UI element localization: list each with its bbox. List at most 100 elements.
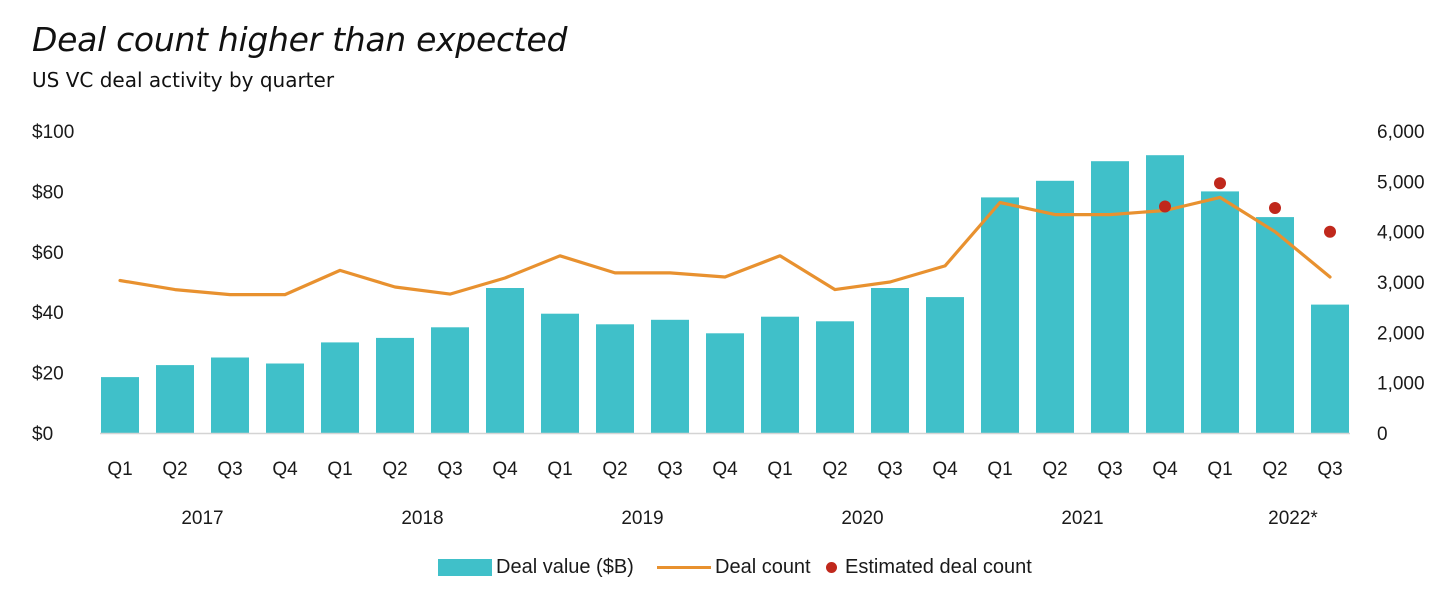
left-axis-tick-label: $40 (32, 303, 64, 324)
deal-count-point (833, 288, 837, 291)
quarter-tick-label: Q3 (1317, 459, 1342, 480)
right-axis: 0 1,000 2,000 3,000 4,000 5,000 6,000 (1377, 122, 1425, 445)
quarter-tick-label: Q1 (547, 459, 572, 480)
deal-count-point (1053, 213, 1057, 216)
bar (376, 337, 414, 433)
chart-subtitle: US VC deal activity by quarter (32, 68, 335, 92)
deal-count-point (668, 271, 672, 275)
bar (871, 288, 909, 433)
legend: Deal value ($B) Deal count Estimated dea… (0, 552, 1456, 582)
bar (1036, 180, 1074, 433)
deal-count-point (1273, 230, 1277, 233)
deal-count-point (723, 275, 727, 279)
quarter-tick-label: Q2 (1262, 459, 1287, 480)
year-label: 2022* (1268, 508, 1318, 529)
year-labels: 2017 2018 2019 2020 2021 2022* (181, 508, 1318, 529)
legend-item-deal-count: Deal count (657, 552, 811, 582)
chart-area: $0 $20 $40 $60 $80 $100 0 1,000 2,000 3,000 4,000… (32, 122, 1425, 529)
deal-count-point (118, 279, 122, 282)
bar (1201, 191, 1239, 433)
year-label: 2018 (401, 508, 443, 529)
quarter-tick-label: Q4 (712, 459, 738, 480)
bar (1091, 161, 1129, 433)
estimated-deal-count-dot (1324, 225, 1336, 238)
bar (596, 324, 634, 433)
deal-count-point (778, 254, 782, 257)
legend-dot-swatch (826, 561, 837, 573)
quarter-tick-label: Q2 (162, 459, 187, 480)
right-axis-tick-label: 6,000 (1377, 122, 1425, 143)
quarter-tick-label: Q3 (657, 459, 682, 480)
quarter-tick-label: Q2 (382, 459, 407, 480)
chart-title: Deal count higher than expected (32, 20, 568, 59)
left-axis-tick-label: $100 (32, 122, 74, 143)
bar (431, 327, 469, 433)
deal-count-point (1218, 196, 1222, 199)
deal-count-point (283, 293, 287, 296)
left-axis-tick-label: $60 (32, 243, 64, 264)
quarter-tick-label: Q1 (107, 459, 132, 480)
deal-count-point (228, 293, 232, 296)
right-axis-tick-label: 0 (1377, 424, 1388, 445)
bar (651, 319, 689, 434)
deal-count-point (1108, 213, 1112, 216)
bar (706, 333, 744, 433)
quarter-tick-label: Q1 (327, 459, 352, 480)
quarter-tick-label: Q4 (932, 459, 958, 480)
quarter-tick-label: Q4 (1152, 459, 1178, 480)
bar (981, 197, 1019, 433)
year-label: 2020 (841, 508, 883, 529)
deal-count-point (338, 269, 342, 272)
bar (321, 342, 359, 433)
quarter-tick-label: Q3 (877, 459, 902, 480)
bar (1146, 155, 1184, 433)
right-axis-tick-label: 1,000 (1377, 374, 1425, 395)
deal-count-point (1328, 275, 1332, 279)
estimated-deal-count-dot (1214, 177, 1226, 190)
right-axis-tick-label: 5,000 (1377, 172, 1425, 193)
bar (101, 377, 139, 433)
quarter-tick-label: Q3 (217, 459, 242, 480)
deal-count-point (998, 201, 1002, 204)
quarter-tick-label: Q1 (767, 459, 792, 480)
deal-count-point (613, 271, 617, 275)
bar (211, 357, 249, 433)
bar (926, 297, 964, 433)
quarter-tick-label: Q2 (602, 459, 627, 480)
x-axis-ticks: Q1 Q2 Q3 Q4 Q1 Q2 Q3 Q4 Q1 Q2 Q3 Q4 Q1 Q2 Q3 Q4 Q1 Q2 Q3 Q4… (107, 459, 1342, 480)
legend-label-estimated: Estimated deal count (845, 555, 1032, 578)
deal-count-point (888, 280, 892, 284)
bar (541, 313, 579, 433)
quarter-tick-label: Q1 (987, 459, 1012, 480)
year-label: 2019 (621, 508, 663, 529)
right-axis-tick-label: 4,000 (1377, 223, 1425, 244)
deal-count-point (448, 292, 452, 296)
deal-count-point (393, 285, 397, 289)
quarter-tick-label: Q4 (272, 459, 298, 480)
bars-layer (101, 155, 1349, 434)
estimated-deal-count-dot (1269, 202, 1281, 214)
legend-item-deal-value: Deal value ($B) (438, 552, 634, 582)
deal-count-point (173, 288, 177, 291)
quarter-tick-label: Q4 (492, 459, 518, 480)
bar (156, 365, 194, 433)
left-axis-tick-label: $0 (32, 424, 53, 445)
quarter-tick-label: Q3 (437, 459, 462, 480)
estimate-dots-layer (1159, 177, 1336, 238)
left-axis: $0 $20 $40 $60 $80 $100 (32, 122, 74, 445)
left-axis-tick-label: $80 (32, 182, 64, 203)
bar (486, 288, 524, 433)
right-axis-tick-label: 2,000 (1377, 323, 1425, 344)
bar (761, 316, 799, 433)
legend-line-swatch (657, 565, 711, 569)
quarter-tick-label: Q2 (1042, 459, 1067, 480)
quarter-tick-label: Q3 (1097, 459, 1122, 480)
deal-count-point (943, 264, 947, 268)
quarter-tick-label: Q2 (822, 459, 847, 480)
legend-label-deal-value: Deal value ($B) (496, 555, 634, 578)
bar (816, 321, 854, 433)
year-label: 2021 (1061, 508, 1103, 529)
bar (1256, 217, 1294, 433)
bar (1311, 304, 1349, 433)
bar (266, 363, 304, 433)
